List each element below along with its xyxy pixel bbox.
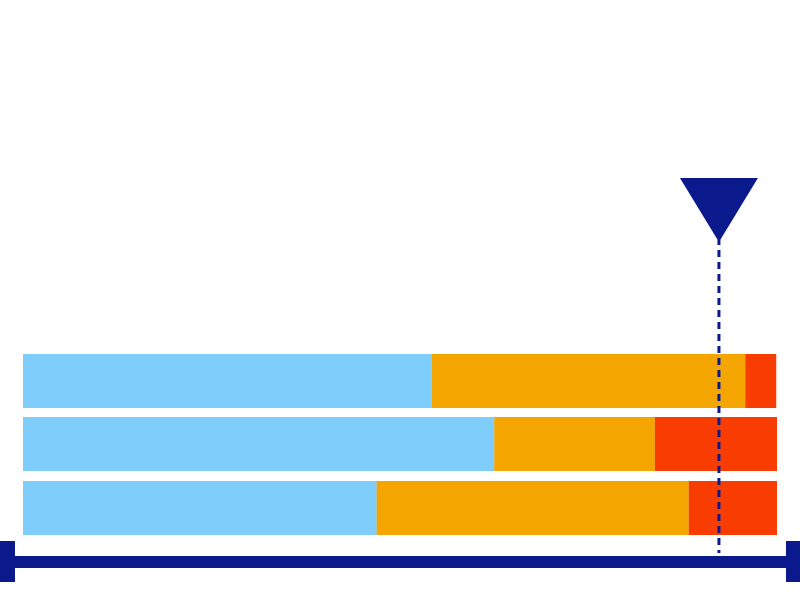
marker-triangle	[679, 178, 758, 242]
bar-segment	[688, 481, 777, 535]
axis-cap	[0, 541, 15, 582]
bar-segment	[494, 417, 655, 471]
axis-cap	[786, 541, 800, 582]
bar-segment	[654, 417, 777, 471]
bar-segment	[23, 354, 432, 408]
bar-segment	[23, 417, 495, 471]
bar-segment	[23, 481, 377, 535]
bar-segment	[376, 481, 689, 535]
bar-segment	[745, 354, 777, 408]
bar-segment	[431, 354, 746, 408]
axis-line	[0, 556, 800, 568]
